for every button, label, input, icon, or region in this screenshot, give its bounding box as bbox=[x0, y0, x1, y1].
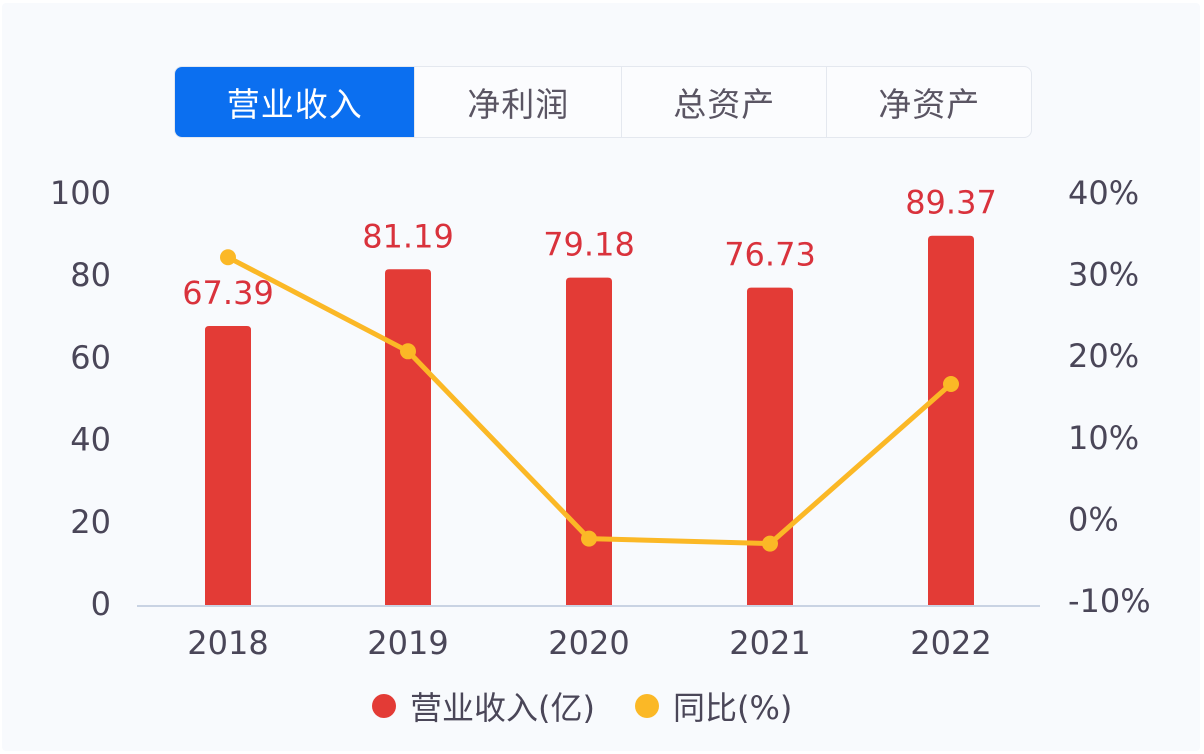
x-tick-label: 2021 bbox=[729, 624, 810, 662]
yoy-point-2020[interactable] bbox=[581, 530, 597, 547]
revenue-bars bbox=[205, 235, 974, 605]
legend-item-yoy[interactable]: 同比(%) bbox=[634, 683, 793, 729]
metric-tabs: 营业收入 净利润 总资产 净资产 bbox=[174, 66, 1032, 138]
right-tick-label: 0% bbox=[1068, 500, 1119, 538]
x-tick-label: 2019 bbox=[367, 624, 448, 662]
left-tick-label: 0 bbox=[91, 585, 111, 623]
legend: 营业收入(亿) 同比(%) bbox=[372, 684, 832, 728]
yoy-line bbox=[220, 249, 959, 552]
value-labels: 67.39 81.19 79.18 76.73 89.37 bbox=[182, 184, 997, 312]
yoy-point-2021[interactable] bbox=[762, 535, 778, 552]
right-axis: -10% 0% 10% 20% 30% 40% bbox=[1068, 174, 1151, 620]
tab-revenue[interactable]: 营业收入 bbox=[175, 67, 415, 137]
yoy-point-2022[interactable] bbox=[943, 376, 959, 393]
bar-2021[interactable] bbox=[747, 287, 793, 605]
bar-2022[interactable] bbox=[928, 235, 974, 605]
legend-label: 同比(%) bbox=[672, 689, 793, 727]
legend-dot-icon bbox=[372, 694, 396, 718]
bar-value-label: 76.73 bbox=[724, 236, 816, 274]
yoy-point-2018[interactable] bbox=[220, 249, 236, 266]
right-tick-label: 40% bbox=[1068, 174, 1139, 212]
legend-item-revenue[interactable]: 营业收入(亿) bbox=[372, 683, 595, 729]
left-tick-label: 20 bbox=[70, 503, 111, 541]
left-tick-label: 80 bbox=[70, 256, 111, 294]
bar-value-label: 67.39 bbox=[182, 274, 274, 312]
tab-net-profit[interactable]: 净利润 bbox=[414, 67, 621, 137]
left-tick-label: 100 bbox=[50, 174, 111, 212]
x-axis: 2018 2019 2020 2021 2022 bbox=[187, 624, 991, 662]
right-tick-label: 10% bbox=[1068, 419, 1139, 457]
bar-value-label: 89.37 bbox=[905, 184, 997, 222]
x-tick-label: 2022 bbox=[910, 624, 991, 662]
bar-2018[interactable] bbox=[205, 326, 251, 605]
x-tick-label: 2020 bbox=[548, 624, 629, 662]
left-axis: 0 20 40 60 80 100 bbox=[50, 174, 111, 623]
bar-2020[interactable] bbox=[566, 277, 612, 605]
legend-label: 营业收入(亿) bbox=[410, 689, 595, 727]
yoy-point-2019[interactable] bbox=[400, 343, 416, 360]
right-tick-label: 30% bbox=[1068, 256, 1139, 294]
x-tick-label: 2018 bbox=[187, 624, 268, 662]
legend-dot-icon bbox=[634, 694, 659, 718]
left-tick-label: 60 bbox=[70, 338, 111, 376]
left-tick-label: 40 bbox=[70, 421, 111, 459]
bar-2019[interactable] bbox=[385, 269, 431, 605]
tab-net-assets[interactable]: 净资产 bbox=[826, 67, 1031, 137]
tab-total-assets[interactable]: 总资产 bbox=[620, 67, 827, 137]
bar-value-label: 79.18 bbox=[543, 226, 635, 264]
bar-value-label: 81.19 bbox=[362, 217, 454, 255]
right-tick-label: -10% bbox=[1068, 582, 1151, 620]
right-tick-label: 20% bbox=[1068, 337, 1139, 375]
